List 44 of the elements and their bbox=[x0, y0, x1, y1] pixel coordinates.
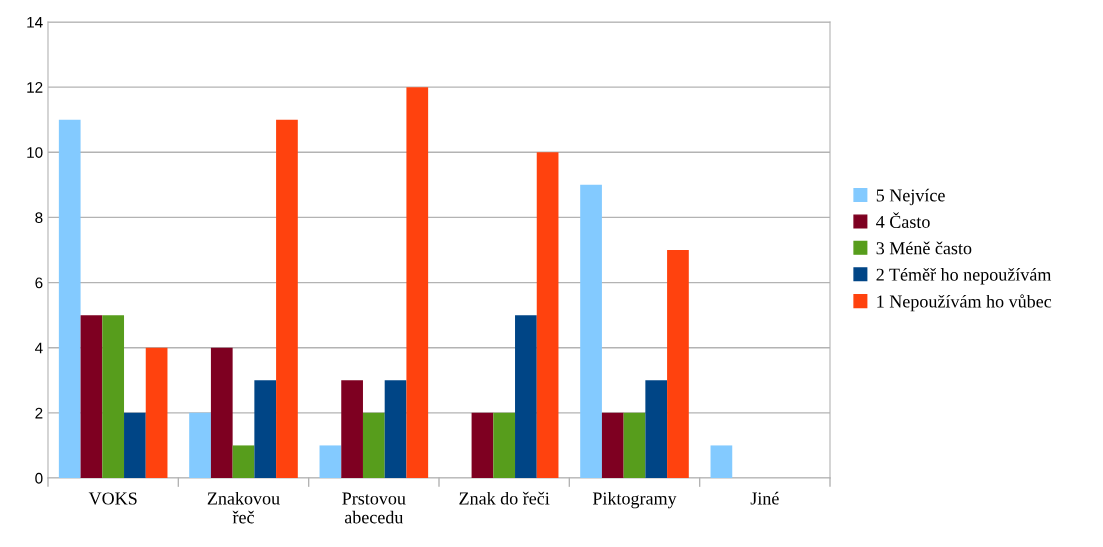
y-tick-label: 4 bbox=[34, 342, 43, 354]
x-tick-label: Znak do řeči bbox=[459, 491, 550, 505]
bar bbox=[102, 315, 125, 478]
bar bbox=[580, 184, 602, 478]
bar bbox=[623, 412, 646, 478]
bar bbox=[58, 119, 81, 478]
y-tick-label: 8 bbox=[35, 212, 43, 224]
bar bbox=[189, 412, 211, 478]
bar bbox=[710, 445, 733, 478]
x-tick-label: Prstovou abecedu bbox=[342, 492, 406, 524]
bar bbox=[471, 412, 494, 478]
x-tick-label: Znakovou řeč bbox=[207, 491, 280, 524]
bar bbox=[515, 315, 537, 478]
y-tick-label: 12 bbox=[27, 82, 43, 93]
bar bbox=[341, 380, 363, 478]
bar bbox=[254, 380, 277, 478]
bar bbox=[493, 412, 516, 478]
legend-label: 5 Nejvíce bbox=[876, 188, 945, 206]
bar bbox=[210, 347, 233, 478]
bar bbox=[362, 412, 385, 478]
y-tick-label: 6 bbox=[35, 277, 43, 289]
legend-label: 2 Téměř ho nepoužívám bbox=[876, 268, 1052, 285]
bar bbox=[232, 445, 255, 478]
x-tick-label: Jiné bbox=[750, 491, 779, 505]
bar bbox=[645, 380, 668, 478]
bar bbox=[601, 412, 624, 478]
bar bbox=[276, 119, 298, 478]
bar bbox=[80, 315, 103, 478]
y-tick-label: 2 bbox=[35, 407, 43, 419]
y-tick-label: 14 bbox=[27, 17, 43, 28]
legend-label: 1 Nepoužívám ho vůbec bbox=[877, 294, 1052, 312]
legend-label: 4 Často bbox=[876, 212, 930, 228]
bar bbox=[536, 152, 559, 478]
y-tick-label: 0 bbox=[35, 472, 43, 484]
bar bbox=[384, 380, 407, 478]
bar bbox=[124, 412, 146, 478]
legend-label: 3 Méně často bbox=[876, 241, 972, 255]
bar bbox=[145, 347, 168, 478]
bar bbox=[406, 87, 429, 478]
x-tick-label: VOKS bbox=[88, 492, 137, 505]
bar bbox=[667, 250, 689, 478]
y-tick-label: 10 bbox=[27, 147, 43, 158]
x-tick-label: Piktogramy bbox=[592, 491, 677, 509]
bar bbox=[319, 445, 342, 478]
